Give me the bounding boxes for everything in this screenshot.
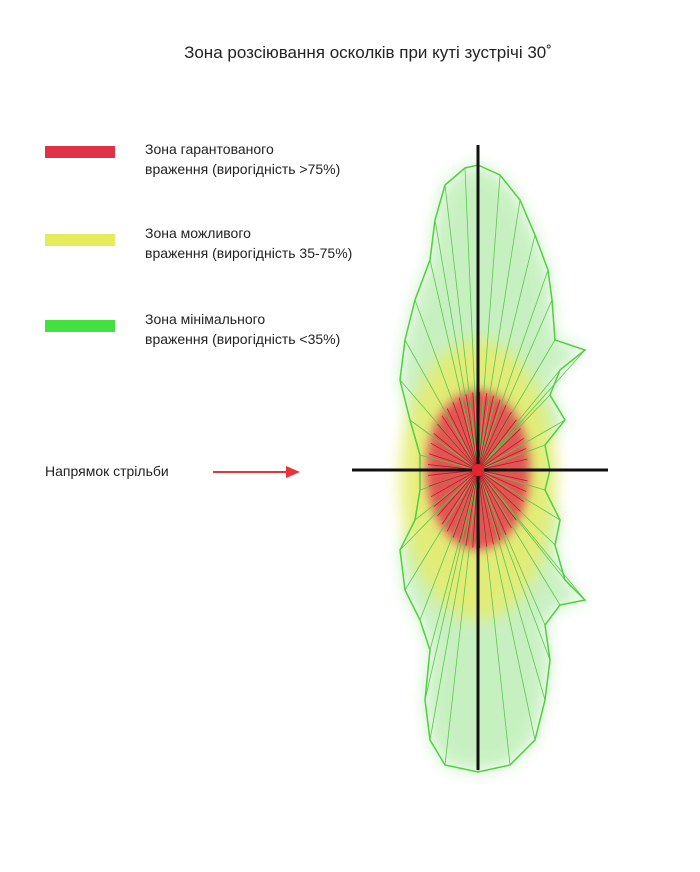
radial-line-red — [477, 419, 517, 471]
radial-line-red — [477, 469, 527, 492]
radial-line — [477, 234, 536, 471]
legend-label: Зона можливого — [145, 225, 251, 241]
radial-line — [477, 269, 549, 471]
radial-line — [477, 469, 561, 521]
radial-line — [477, 469, 561, 606]
radial-line — [477, 394, 551, 471]
direction-label: Напрямок стрільби — [45, 463, 169, 479]
radial-line-red — [477, 437, 524, 471]
radial-line — [404, 469, 479, 591]
radial-line — [444, 184, 479, 471]
radial-line-red — [477, 469, 521, 512]
radial-line-red — [477, 405, 507, 471]
radial-line — [399, 469, 479, 551]
radial-line-red — [477, 448, 527, 471]
radial-line — [404, 339, 479, 471]
radial-line — [477, 419, 566, 471]
radial-line-red — [477, 469, 512, 529]
radial-line-red — [458, 397, 479, 471]
radial-line-red — [477, 469, 494, 545]
radial-line — [444, 469, 479, 766]
radial-line-red — [452, 469, 479, 538]
legend-swatch — [45, 146, 115, 158]
radial-line-red — [477, 469, 507, 535]
radial-line-red — [477, 428, 521, 471]
radial-line-red — [458, 469, 479, 543]
radial-line — [477, 469, 546, 701]
radial-line-red — [477, 469, 501, 541]
scatter-zone — [352, 145, 608, 773]
center-point — [472, 464, 484, 476]
radial-line-red — [465, 394, 479, 471]
radial-line-red — [441, 415, 479, 471]
radial-line-red — [446, 408, 479, 471]
legend-label: Зона гарантованого — [145, 141, 274, 157]
radial-line — [434, 219, 479, 471]
legend-swatch — [45, 234, 115, 246]
legend-label: враження (вирогідність <35%) — [145, 331, 340, 347]
radial-line — [477, 444, 546, 471]
radial-line — [477, 349, 586, 471]
radial-line-red — [437, 423, 479, 471]
title: Зона розсіювання осколків при куті зустр… — [184, 43, 552, 62]
radial-line-red — [430, 442, 479, 471]
radial-line-red — [433, 433, 479, 471]
radial-line-red — [430, 469, 479, 498]
radial-line — [424, 469, 479, 701]
radial-line — [419, 454, 479, 471]
legend-label: враження (вирогідність 35-75%) — [145, 245, 352, 261]
radial-line-red — [433, 469, 479, 507]
radial-line-red — [437, 469, 479, 517]
zone-outline — [399, 164, 587, 773]
radial-line-red — [477, 411, 512, 471]
radial-line — [477, 469, 546, 491]
radial-line-red — [477, 395, 494, 471]
radial-line-red — [428, 453, 479, 471]
radial-line — [477, 369, 561, 471]
arrow-head — [286, 466, 300, 478]
radial-line — [477, 469, 586, 601]
radial-line — [464, 167, 479, 471]
radial-line-red — [441, 469, 479, 525]
radial-line-red — [428, 469, 479, 487]
radial-line — [477, 174, 501, 471]
radial-line — [409, 419, 479, 471]
radial-line-red — [477, 399, 501, 471]
radial-line — [429, 259, 479, 471]
legend: Зона гарантованого враження (вирогідність… — [45, 141, 352, 347]
radial-line — [477, 469, 551, 661]
radial-line-red — [446, 469, 479, 532]
legend-label: враження (вирогідність >75%) — [145, 161, 340, 177]
radial-line-red — [477, 469, 528, 482]
radial-line — [429, 469, 479, 741]
radial-line-red — [477, 469, 524, 503]
radial-line — [477, 199, 521, 471]
radial-line-red — [477, 469, 517, 521]
radial-line-red — [452, 402, 479, 471]
radial-line-red — [465, 469, 479, 546]
legend-label: Зона мінімального — [145, 311, 265, 327]
radial-line-red — [477, 458, 528, 471]
legend-swatch — [45, 320, 115, 332]
